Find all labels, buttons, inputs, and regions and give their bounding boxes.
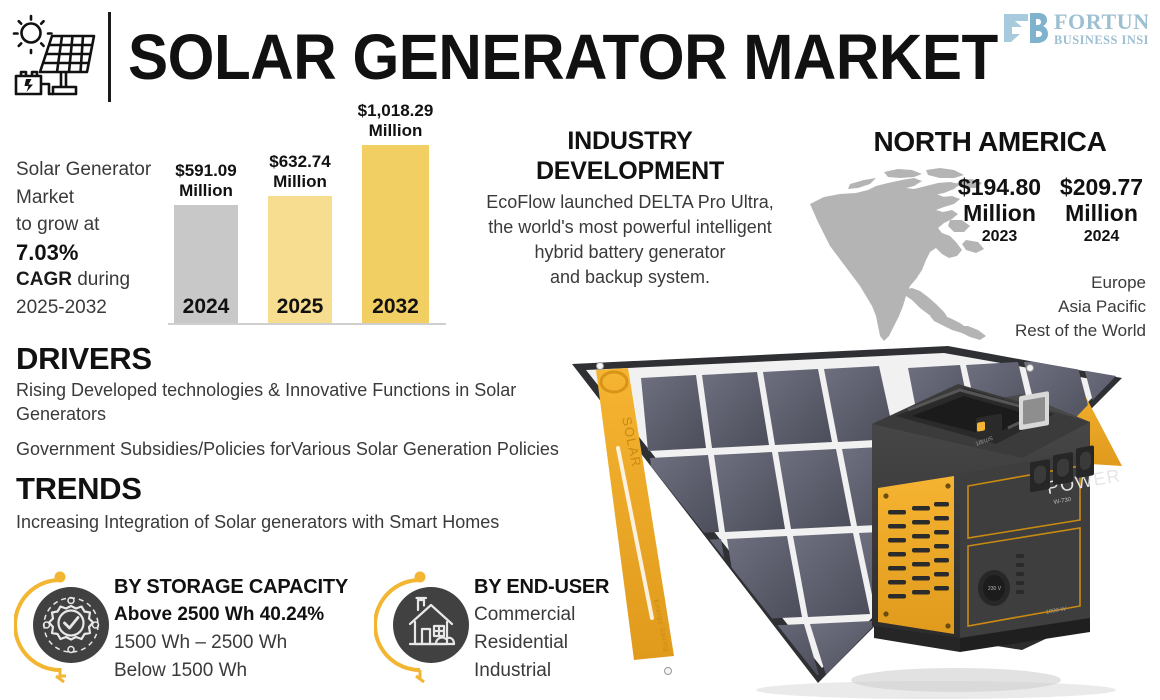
cagr-during: during — [71, 269, 131, 290]
na-region-item: Europe — [1091, 273, 1146, 292]
industry-dev-body-line2: the world's most powerful intelligent — [488, 217, 772, 237]
north-america-map — [810, 168, 986, 341]
na-stat-unit: Million — [963, 200, 1036, 226]
bar-group-2025: $632.74 Million 2025 — [268, 152, 332, 323]
market-summary-line2: Market — [16, 186, 75, 208]
market-summary-cagr-value: 7.03% — [16, 239, 79, 265]
industry-development-body: EcoFlow launched DELTA Pro Ultra, the wo… — [455, 190, 805, 290]
portable-power-station: POWER W-730 230 V 1000 W — [851, 384, 1123, 692]
bar-value-2032: $1,018.29 Million — [357, 101, 434, 140]
brand-logo: FORTUNE BUSINESS INSIGHTS — [1004, 9, 1148, 47]
na-stat-amount: $209.77 — [1059, 174, 1144, 200]
segment-title: BY END-USER — [474, 576, 610, 598]
header: SOLAR GENERATOR MARKET FORTUNE BUSINESS … — [0, 0, 1160, 110]
industry-dev-body-line4: and backup system. — [549, 267, 711, 287]
trends-section: TRENDS Increasing Integration of Solar g… — [16, 470, 616, 534]
industry-dev-body-line1: EcoFlow launched DELTA Pro Ultra, — [486, 192, 774, 212]
segment-item: Residential — [474, 632, 568, 653]
trends-heading: TRENDS — [16, 471, 142, 506]
industry-dev-title-line1: INDUSTRY — [567, 127, 693, 155]
market-summary: Solar Generator Market to grow at 7.03% … — [16, 156, 186, 321]
industry-development-section: INDUSTRY DEVELOPMENT EcoFlow launched DE… — [455, 126, 805, 290]
north-america-section: NORTH AMERICA $194.80 Million — [810, 126, 1160, 341]
svg-text:1000 W: 1000 W — [1045, 606, 1067, 616]
bar-2032 — [362, 145, 429, 323]
bar-year-2032: 2032 — [372, 295, 419, 318]
segment-item: Below 1500 Wh — [114, 660, 248, 681]
drivers-item: Government Subsidies/Policies forVarious… — [16, 439, 559, 459]
market-summary-line1: Solar Generator — [16, 159, 152, 180]
na-stat-2023: $194.80 Million 2023 — [942, 174, 1057, 246]
segment-item: Commercial — [474, 604, 576, 625]
chart-baseline — [168, 323, 446, 325]
bar-value-2024: $591.09 Million — [175, 161, 237, 200]
na-region-list: Europe Asia Pacific Rest of the World — [966, 271, 1146, 343]
north-america-title: NORTH AMERICA — [873, 126, 1107, 157]
bar-2025 — [268, 196, 332, 323]
cagr-label: CAGR — [16, 269, 72, 290]
fb-mark-icon — [1004, 13, 1048, 43]
segment-item: 1500 Wh – 2500 Wh — [114, 632, 288, 653]
bar-chart: $591.09 Million 2024 $632.74 Million 2025 … — [168, 101, 448, 325]
segment-highlight: Above 2500 Wh 40.24% — [114, 604, 325, 625]
drivers-heading: DRIVERS — [16, 341, 152, 376]
bar-group-2032: $1,018.29 Million 2032 — [358, 101, 433, 323]
segment-by-end-user: BY END-USER Commercial Residential Indus… — [374, 560, 654, 690]
bar-year-2024: 2024 — [182, 295, 230, 318]
na-stat-year: 2024 — [1083, 228, 1120, 245]
na-region-item: Asia Pacific — [1058, 297, 1146, 316]
segment-storage-text: BY STORAGE CAPACITY Above 2500 Wh 40.24%… — [114, 574, 374, 685]
brand-name: FORTUNE — [1054, 9, 1148, 34]
segment-enduser-text: BY END-USER Commercial Residential Indus… — [474, 574, 734, 685]
drivers-item: Rising Developed technologies & Innovati… — [16, 380, 517, 424]
brand-tagline: BUSINESS INSIGHTS — [1054, 33, 1148, 47]
na-stat-2024: $209.77 Million 2024 — [1044, 174, 1159, 246]
page-title: SOLAR GENERATOR MARKET — [128, 21, 998, 93]
drivers-section: DRIVERS Rising Developed technologies & … — [16, 340, 616, 461]
industry-development-title: INDUSTRY DEVELOPMENT — [455, 126, 805, 186]
segment-item: Industrial — [474, 660, 552, 681]
na-stat-year: 2023 — [981, 228, 1018, 245]
gear-check-icon — [14, 571, 109, 684]
market-summary-cagr-line: CAGR during — [16, 266, 186, 294]
segment-by-storage-capacity: BY STORAGE CAPACITY Above 2500 Wh 40.24%… — [14, 560, 374, 690]
industry-dev-body-line3: hybrid battery generator — [534, 242, 726, 262]
market-summary-period: 2025-2032 — [16, 296, 107, 318]
bar-group-2024: $591.09 Million 2024 — [174, 161, 238, 323]
segment-title: BY STORAGE CAPACITY — [114, 576, 349, 598]
market-summary-line3: to grow at — [16, 214, 100, 235]
house-icon — [374, 571, 469, 684]
bar-value-2025: $632.74 Million — [269, 152, 331, 191]
solar-panel-battery-icon — [12, 14, 96, 96]
na-region-item: Rest of the World — [1014, 321, 1146, 340]
bar-2024 — [174, 205, 238, 323]
trends-item: Increasing Integration of Solar generato… — [16, 512, 500, 532]
bar-year-2025: 2025 — [276, 295, 324, 318]
na-stat-unit: Million — [1065, 200, 1138, 226]
na-stat-amount: $194.80 — [957, 174, 1042, 200]
industry-dev-title-line2: DEVELOPMENT — [535, 157, 725, 185]
svg-text:230 V: 230 V — [988, 586, 1002, 592]
svg-text:W-730: W-730 — [1053, 497, 1072, 506]
header-divider — [108, 12, 111, 102]
solar-panel-and-power-station-image: SOLAR Energy Saving — [572, 346, 1123, 699]
